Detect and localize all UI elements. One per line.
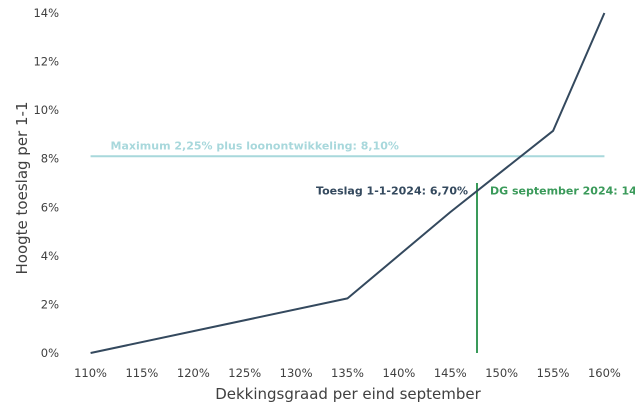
series-layer (90, 12, 606, 354)
x-tick-label: 150% (485, 366, 518, 380)
y-tick-label: 8% (41, 152, 59, 166)
series-line (90, 12, 606, 354)
y-tick-label: 14% (33, 6, 59, 20)
axes-layer: 0% 2% 4% 6% 8% 10% 12% 14% 110% 115% 120% 125% 130% 1… (33, 6, 621, 380)
x-tick-label: 160% (588, 366, 621, 380)
y-tick-label: 4% (41, 249, 59, 263)
x-tick-label: 125% (228, 366, 261, 380)
x-tick-label: 135% (331, 366, 364, 380)
y-tick-label: 0% (41, 346, 59, 360)
max-reference-label: Maximum 2,25% plus loonontwikkeling: 8,1… (111, 139, 399, 152)
x-tick-label: 155% (537, 366, 570, 380)
y-tick-label: 2% (41, 297, 59, 311)
x-tick-label: 130% (280, 366, 313, 380)
x-tick-label: 140% (382, 366, 415, 380)
x-tick-label: 115% (125, 366, 158, 380)
y-axis-title: Hoogte toeslag per 1-1 (13, 102, 31, 275)
x-tick-label: 120% (177, 366, 210, 380)
annotations-layer: Toeslag 1-1-2024: 6,70% (316, 184, 468, 197)
x-axis-title: Dekkingsgraad per eind september (215, 385, 481, 403)
dg-reference-label: DG september 2024: 147,6% (490, 184, 635, 197)
x-tick-label: 110% (74, 366, 107, 380)
y-tick-label: 12% (33, 55, 59, 69)
x-tick-label: 145% (434, 366, 467, 380)
reference-lines-layer: Maximum 2,25% plus loonontwikkeling: 8,1… (90, 139, 635, 353)
toeslag-annotation: Toeslag 1-1-2024: 6,70% (316, 184, 468, 197)
y-tick-label: 10% (33, 103, 59, 117)
y-tick-label: 6% (41, 200, 59, 214)
